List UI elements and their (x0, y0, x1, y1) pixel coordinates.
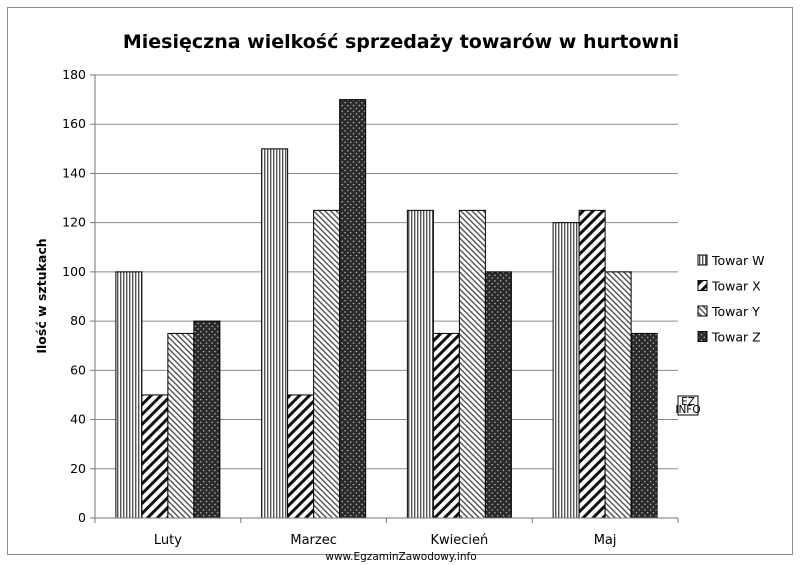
y-tick-label: 20 (70, 461, 86, 476)
legend-label: Towar Y (711, 304, 760, 319)
legend-label: Towar W (711, 253, 765, 268)
bar-towar-w-luty (115, 271, 143, 519)
x-category-label: Luty (154, 533, 182, 548)
watermark-logo-bottom: INFO (675, 404, 700, 416)
y-tick-label: 120 (62, 215, 86, 230)
bar-towar-x-maj (578, 209, 606, 519)
bar-towar-z-luty (193, 320, 221, 519)
bar-towar-x-luty (141, 394, 169, 519)
legend-swatch (697, 305, 708, 317)
bar-towar-w-maj (552, 222, 580, 519)
bar-towar-w-kwiecień (406, 209, 434, 519)
bar-towar-y-marzec (313, 209, 341, 519)
watermark-logo: EZ INFO (675, 395, 701, 416)
bar-towar-y-kwiecień (458, 209, 486, 519)
bars (115, 99, 658, 519)
axes: 0 20 40 60 80 100 120 140 160 180 Luty Marzec Kwieci… (62, 67, 679, 548)
y-tick-label: 100 (62, 264, 86, 279)
y-tick-label: 60 (70, 362, 86, 377)
y-tick-label: 80 (70, 313, 86, 328)
bar-towar-y-luty (167, 332, 195, 519)
y-tick-label: 160 (62, 116, 86, 131)
legend-swatch (697, 254, 708, 266)
bar-towar-w-marzec (261, 148, 289, 519)
bar-towar-z-maj (630, 332, 658, 519)
legend-swatch (697, 331, 708, 342)
bar-towar-x-kwiecień (432, 332, 460, 519)
watermark-logo-top: EZ (681, 396, 695, 408)
legend-label: Towar Z (711, 330, 761, 345)
legend-swatch (697, 280, 708, 291)
y-tick-label: 140 (62, 165, 86, 180)
bar-towar-x-marzec (287, 394, 315, 519)
x-category-label: Maj (594, 533, 617, 548)
bar-towar-z-marzec (339, 99, 367, 519)
y-axis-label: Ilość w sztukach (34, 238, 49, 353)
y-tick-label: 0 (78, 510, 86, 525)
y-tick-label: 40 (70, 412, 86, 427)
x-category-label: Kwiecień (430, 533, 488, 548)
bar-towar-z-kwiecień (484, 271, 512, 519)
legend-label: Towar X (711, 279, 761, 294)
chart-title: Miesięczna wielkość sprzedaży towarów w … (123, 31, 679, 53)
y-tick-label: 180 (62, 67, 86, 82)
watermark-url: www.EgzaminZawodowy.info (325, 551, 476, 563)
x-category-label: Marzec (290, 533, 337, 548)
legend: Towar W Towar X Towar Y Towar Z (697, 253, 765, 345)
bar-towar-y-maj (604, 271, 632, 519)
